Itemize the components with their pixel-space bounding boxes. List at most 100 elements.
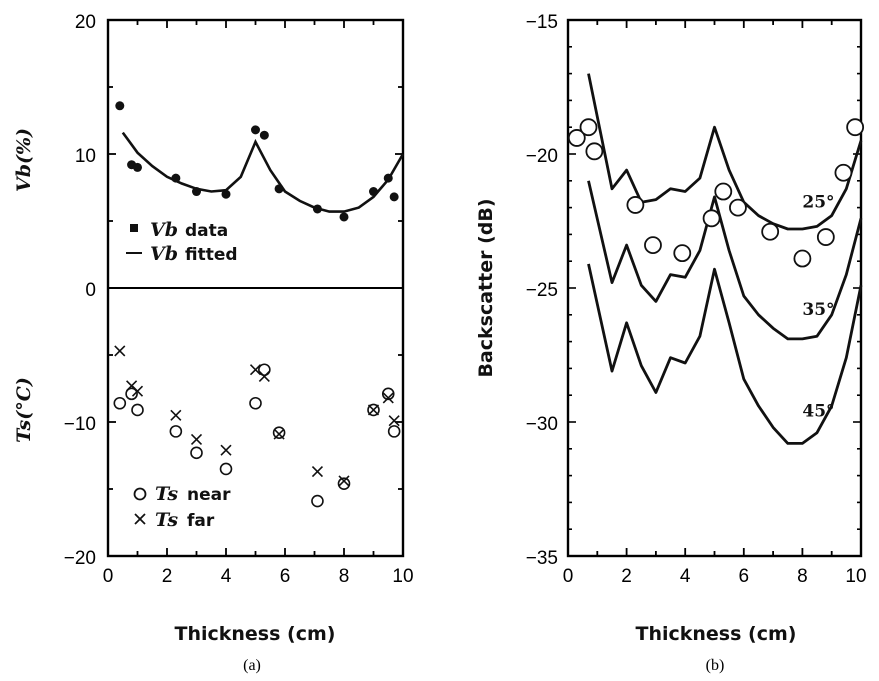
vb-fitted-line — [121, 131, 405, 213]
backscatter-curves-layer — [587, 73, 863, 445]
panel-b-ytick-neg15: −15 — [526, 12, 558, 33]
backscatter-measured-point — [673, 244, 692, 263]
panel-b-ytick-neg20: −20 — [526, 146, 558, 167]
panel-a-ytick-0: 0 — [85, 280, 96, 301]
panel-b-ytick-neg35: −35 — [526, 548, 558, 569]
panel-a-xlabel: Thickness (cm) — [175, 623, 336, 645]
backscatter-curve-45 — [587, 263, 863, 445]
ts-far-point — [338, 475, 350, 487]
vb-data-point — [274, 184, 284, 194]
panel-a-xtick-8: 8 — [339, 566, 350, 587]
ts-far-point — [114, 345, 126, 357]
vb-data-point — [171, 173, 181, 183]
vb-data-point — [115, 101, 125, 111]
panel-b: −15 −20 −25 −30 −35 0 2 4 6 8 10 Thickne… — [475, 12, 867, 674]
backscatter-measured-point — [834, 163, 853, 182]
legend-symbol-ts-far: Ts — [155, 509, 178, 531]
backscatter-measured-point — [816, 228, 835, 246]
panel-b-label: (b) — [706, 657, 725, 674]
ts-near-point — [381, 387, 395, 401]
ts-near-point — [387, 425, 401, 438]
panel-b-xtick-2: 2 — [621, 566, 632, 587]
backscatter-measured-point — [846, 118, 865, 137]
curve-label-35: 35° — [802, 300, 834, 320]
panel-b-ytick-neg30: −30 — [526, 414, 558, 435]
ts-near-point — [219, 462, 233, 476]
backscatter-measured-point — [567, 129, 586, 147]
panel-a-xtick-6: 6 — [280, 566, 291, 587]
vb-data-point — [221, 189, 231, 199]
backscatter-measured-point — [579, 118, 598, 137]
backscatter-curve-35 — [587, 180, 863, 341]
ts-far-point — [170, 409, 182, 421]
ts-far-point — [382, 392, 394, 404]
panel-a-xtick-4: 4 — [221, 566, 232, 587]
backscatter-measured-point — [761, 222, 780, 241]
backscatter-points-layer — [567, 118, 865, 268]
ts-near-point — [311, 494, 324, 508]
ts-near-point — [272, 426, 286, 440]
legend-marker-ts-far — [134, 513, 146, 525]
ts-near-point — [337, 477, 351, 490]
legend-marker-ts-near — [133, 487, 147, 501]
legend-upper: Vb data Vb fitted — [126, 219, 238, 265]
vb-data-point — [192, 187, 201, 197]
panel-b-xtick-8: 8 — [797, 566, 808, 587]
vb-data-point — [369, 187, 378, 197]
panel-b-frame — [566, 18, 863, 558]
backscatter-measured-point — [644, 236, 662, 255]
ts-far-point — [311, 466, 324, 478]
panel-a: 20 10 0 −10 −20 0 2 4 6 8 10 Thickness (… — [13, 12, 414, 674]
ts-near-point — [249, 396, 262, 410]
vb-data-point — [339, 212, 349, 222]
legend-lower: Ts near Ts far — [133, 483, 231, 531]
ts-near-point — [258, 363, 271, 377]
panel-a-ytick-neg10: −10 — [64, 414, 96, 435]
panel-a-ytick-neg20: −20 — [64, 548, 96, 569]
ts-near-point — [169, 425, 183, 438]
vb-data-point — [133, 162, 142, 172]
panel-a-ylabel-upper: Vb(%) — [13, 128, 35, 192]
panel-b-ylabel: Backscatter (dB) — [475, 198, 497, 377]
legend-text-ts-near: near — [187, 485, 231, 505]
ts-far-point — [190, 433, 203, 445]
ts-far-point — [131, 385, 144, 397]
legend-symbol-ts-near: Ts — [155, 483, 178, 505]
ts-near-layer — [113, 363, 401, 508]
legend-symbol-vb-data: Vb — [150, 219, 178, 241]
ts-far-point — [273, 428, 285, 440]
legend-marker-vb-data — [130, 224, 138, 232]
panel-b-xtick-10: 10 — [845, 566, 866, 587]
ts-far-point — [249, 364, 262, 376]
ts-near-point — [125, 387, 138, 401]
vb-data-point — [259, 130, 269, 140]
panel-a-xtick-2: 2 — [162, 566, 173, 587]
legend-symbol-vb-fitted: Vb — [150, 243, 178, 265]
backscatter-measured-point — [729, 198, 747, 217]
legend-text-vb-data: data — [185, 221, 228, 241]
panel-b-ytick-neg25: −25 — [526, 280, 558, 301]
panel-a-ylabel-lower: Ts(°C) — [13, 377, 35, 443]
ts-near-point — [131, 403, 144, 417]
ts-near-point — [113, 396, 127, 410]
panel-a-label: (a) — [243, 657, 261, 674]
vb-data-point — [389, 192, 399, 202]
vb-data-point — [251, 125, 260, 135]
backscatter-measured-point — [714, 182, 733, 201]
panel-a-ytick-20: 20 — [75, 12, 96, 33]
ts-far-point — [258, 370, 270, 383]
ts-far-point — [220, 444, 232, 456]
ts-far-point — [388, 415, 400, 427]
panel-b-xtick-0: 0 — [563, 566, 574, 587]
ts-far-point — [367, 404, 380, 416]
panel-b-xtick-6: 6 — [739, 566, 750, 587]
ts-far-layer — [114, 345, 400, 487]
panel-b-ticks — [567, 19, 862, 557]
legend-text-ts-far: far — [187, 511, 215, 531]
backscatter-measured-point — [793, 249, 812, 268]
curve-label-45: 45° — [802, 402, 834, 422]
vb-data-point — [312, 204, 322, 214]
backscatter-measured-point — [626, 196, 645, 214]
panel-a-xtick-10: 10 — [392, 566, 413, 587]
